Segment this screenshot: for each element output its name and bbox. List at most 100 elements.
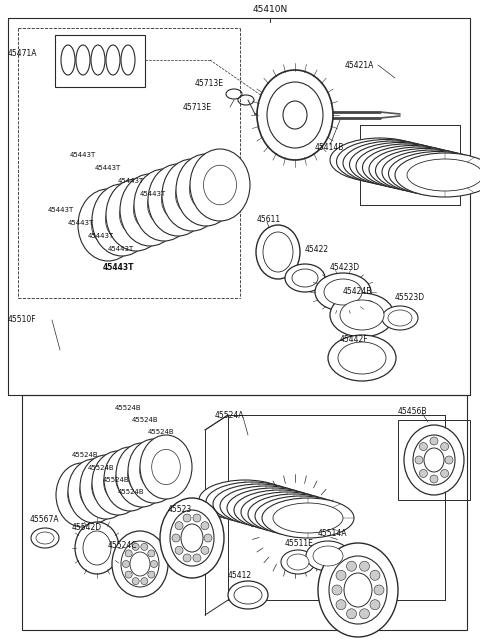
Ellipse shape bbox=[281, 550, 315, 574]
Ellipse shape bbox=[248, 494, 340, 534]
Ellipse shape bbox=[315, 273, 371, 311]
Ellipse shape bbox=[217, 487, 287, 517]
Ellipse shape bbox=[400, 158, 477, 190]
Text: 45542D: 45542D bbox=[72, 524, 102, 533]
Circle shape bbox=[125, 571, 132, 578]
Circle shape bbox=[132, 578, 139, 585]
Circle shape bbox=[204, 534, 212, 542]
Ellipse shape bbox=[133, 190, 167, 230]
Circle shape bbox=[148, 550, 155, 557]
Ellipse shape bbox=[78, 189, 138, 261]
Ellipse shape bbox=[394, 156, 470, 188]
Ellipse shape bbox=[176, 154, 236, 226]
Circle shape bbox=[441, 442, 449, 451]
Ellipse shape bbox=[306, 541, 350, 571]
Circle shape bbox=[347, 609, 357, 619]
Ellipse shape bbox=[92, 451, 144, 515]
Ellipse shape bbox=[128, 458, 156, 492]
Ellipse shape bbox=[356, 144, 456, 188]
Ellipse shape bbox=[147, 185, 180, 225]
Text: 45524B: 45524B bbox=[118, 489, 144, 495]
Ellipse shape bbox=[104, 465, 132, 501]
Ellipse shape bbox=[161, 180, 194, 220]
Text: 45443T: 45443T bbox=[118, 178, 144, 184]
Ellipse shape bbox=[382, 306, 418, 330]
Text: 45567A: 45567A bbox=[30, 515, 60, 524]
Circle shape bbox=[175, 546, 183, 554]
Ellipse shape bbox=[273, 503, 343, 533]
Ellipse shape bbox=[285, 264, 325, 292]
Ellipse shape bbox=[116, 462, 144, 497]
Ellipse shape bbox=[257, 70, 333, 160]
Circle shape bbox=[201, 522, 209, 529]
Ellipse shape bbox=[238, 493, 308, 523]
Circle shape bbox=[336, 570, 346, 580]
Ellipse shape bbox=[382, 150, 480, 194]
Ellipse shape bbox=[130, 552, 150, 576]
Ellipse shape bbox=[267, 82, 323, 148]
Ellipse shape bbox=[375, 149, 476, 192]
Circle shape bbox=[430, 437, 438, 445]
Ellipse shape bbox=[324, 279, 362, 305]
Ellipse shape bbox=[220, 486, 312, 526]
Ellipse shape bbox=[263, 232, 293, 272]
Ellipse shape bbox=[330, 138, 430, 182]
Ellipse shape bbox=[330, 293, 394, 337]
Ellipse shape bbox=[344, 573, 372, 607]
Ellipse shape bbox=[349, 142, 449, 187]
Ellipse shape bbox=[224, 489, 294, 519]
Ellipse shape bbox=[160, 498, 224, 578]
Ellipse shape bbox=[31, 528, 59, 548]
Circle shape bbox=[125, 550, 132, 557]
Text: 45523: 45523 bbox=[168, 506, 192, 515]
Ellipse shape bbox=[361, 149, 437, 181]
Ellipse shape bbox=[106, 179, 166, 251]
Ellipse shape bbox=[374, 151, 451, 183]
Circle shape bbox=[445, 456, 453, 464]
Ellipse shape bbox=[256, 225, 300, 279]
Text: 45514A: 45514A bbox=[318, 529, 348, 538]
Text: 45424B: 45424B bbox=[343, 288, 372, 297]
Text: 45443T: 45443T bbox=[70, 152, 96, 158]
Ellipse shape bbox=[407, 159, 480, 191]
Ellipse shape bbox=[362, 146, 463, 190]
Ellipse shape bbox=[368, 150, 444, 182]
Circle shape bbox=[360, 609, 370, 619]
Ellipse shape bbox=[190, 149, 250, 221]
Circle shape bbox=[370, 570, 380, 580]
Text: 45523D: 45523D bbox=[395, 294, 425, 303]
Ellipse shape bbox=[355, 147, 431, 179]
Ellipse shape bbox=[152, 449, 180, 485]
Ellipse shape bbox=[234, 490, 326, 530]
Bar bbox=[398, 420, 470, 500]
Ellipse shape bbox=[388, 310, 412, 326]
Ellipse shape bbox=[140, 453, 168, 488]
Circle shape bbox=[122, 560, 130, 567]
Ellipse shape bbox=[340, 300, 384, 330]
Ellipse shape bbox=[106, 200, 139, 240]
Text: 45422: 45422 bbox=[305, 246, 329, 254]
Text: 45443T: 45443T bbox=[88, 233, 114, 239]
Ellipse shape bbox=[199, 480, 291, 520]
Text: 45443T: 45443T bbox=[103, 263, 134, 272]
Ellipse shape bbox=[348, 146, 424, 178]
Text: 45443T: 45443T bbox=[95, 165, 121, 171]
Circle shape bbox=[141, 544, 148, 551]
Ellipse shape bbox=[206, 482, 298, 522]
Ellipse shape bbox=[181, 524, 203, 552]
Ellipse shape bbox=[338, 342, 386, 374]
Text: 45524A: 45524A bbox=[215, 410, 244, 419]
Text: 45414B: 45414B bbox=[315, 144, 344, 153]
Ellipse shape bbox=[75, 522, 119, 574]
Ellipse shape bbox=[381, 153, 457, 185]
Ellipse shape bbox=[283, 101, 307, 129]
Ellipse shape bbox=[213, 484, 305, 524]
Ellipse shape bbox=[104, 447, 156, 511]
Circle shape bbox=[360, 562, 370, 571]
Circle shape bbox=[201, 546, 209, 554]
Circle shape bbox=[151, 560, 157, 567]
Ellipse shape bbox=[80, 455, 132, 519]
Ellipse shape bbox=[292, 269, 318, 287]
Text: 45524B: 45524B bbox=[103, 477, 130, 483]
Text: 45471A: 45471A bbox=[8, 49, 37, 58]
